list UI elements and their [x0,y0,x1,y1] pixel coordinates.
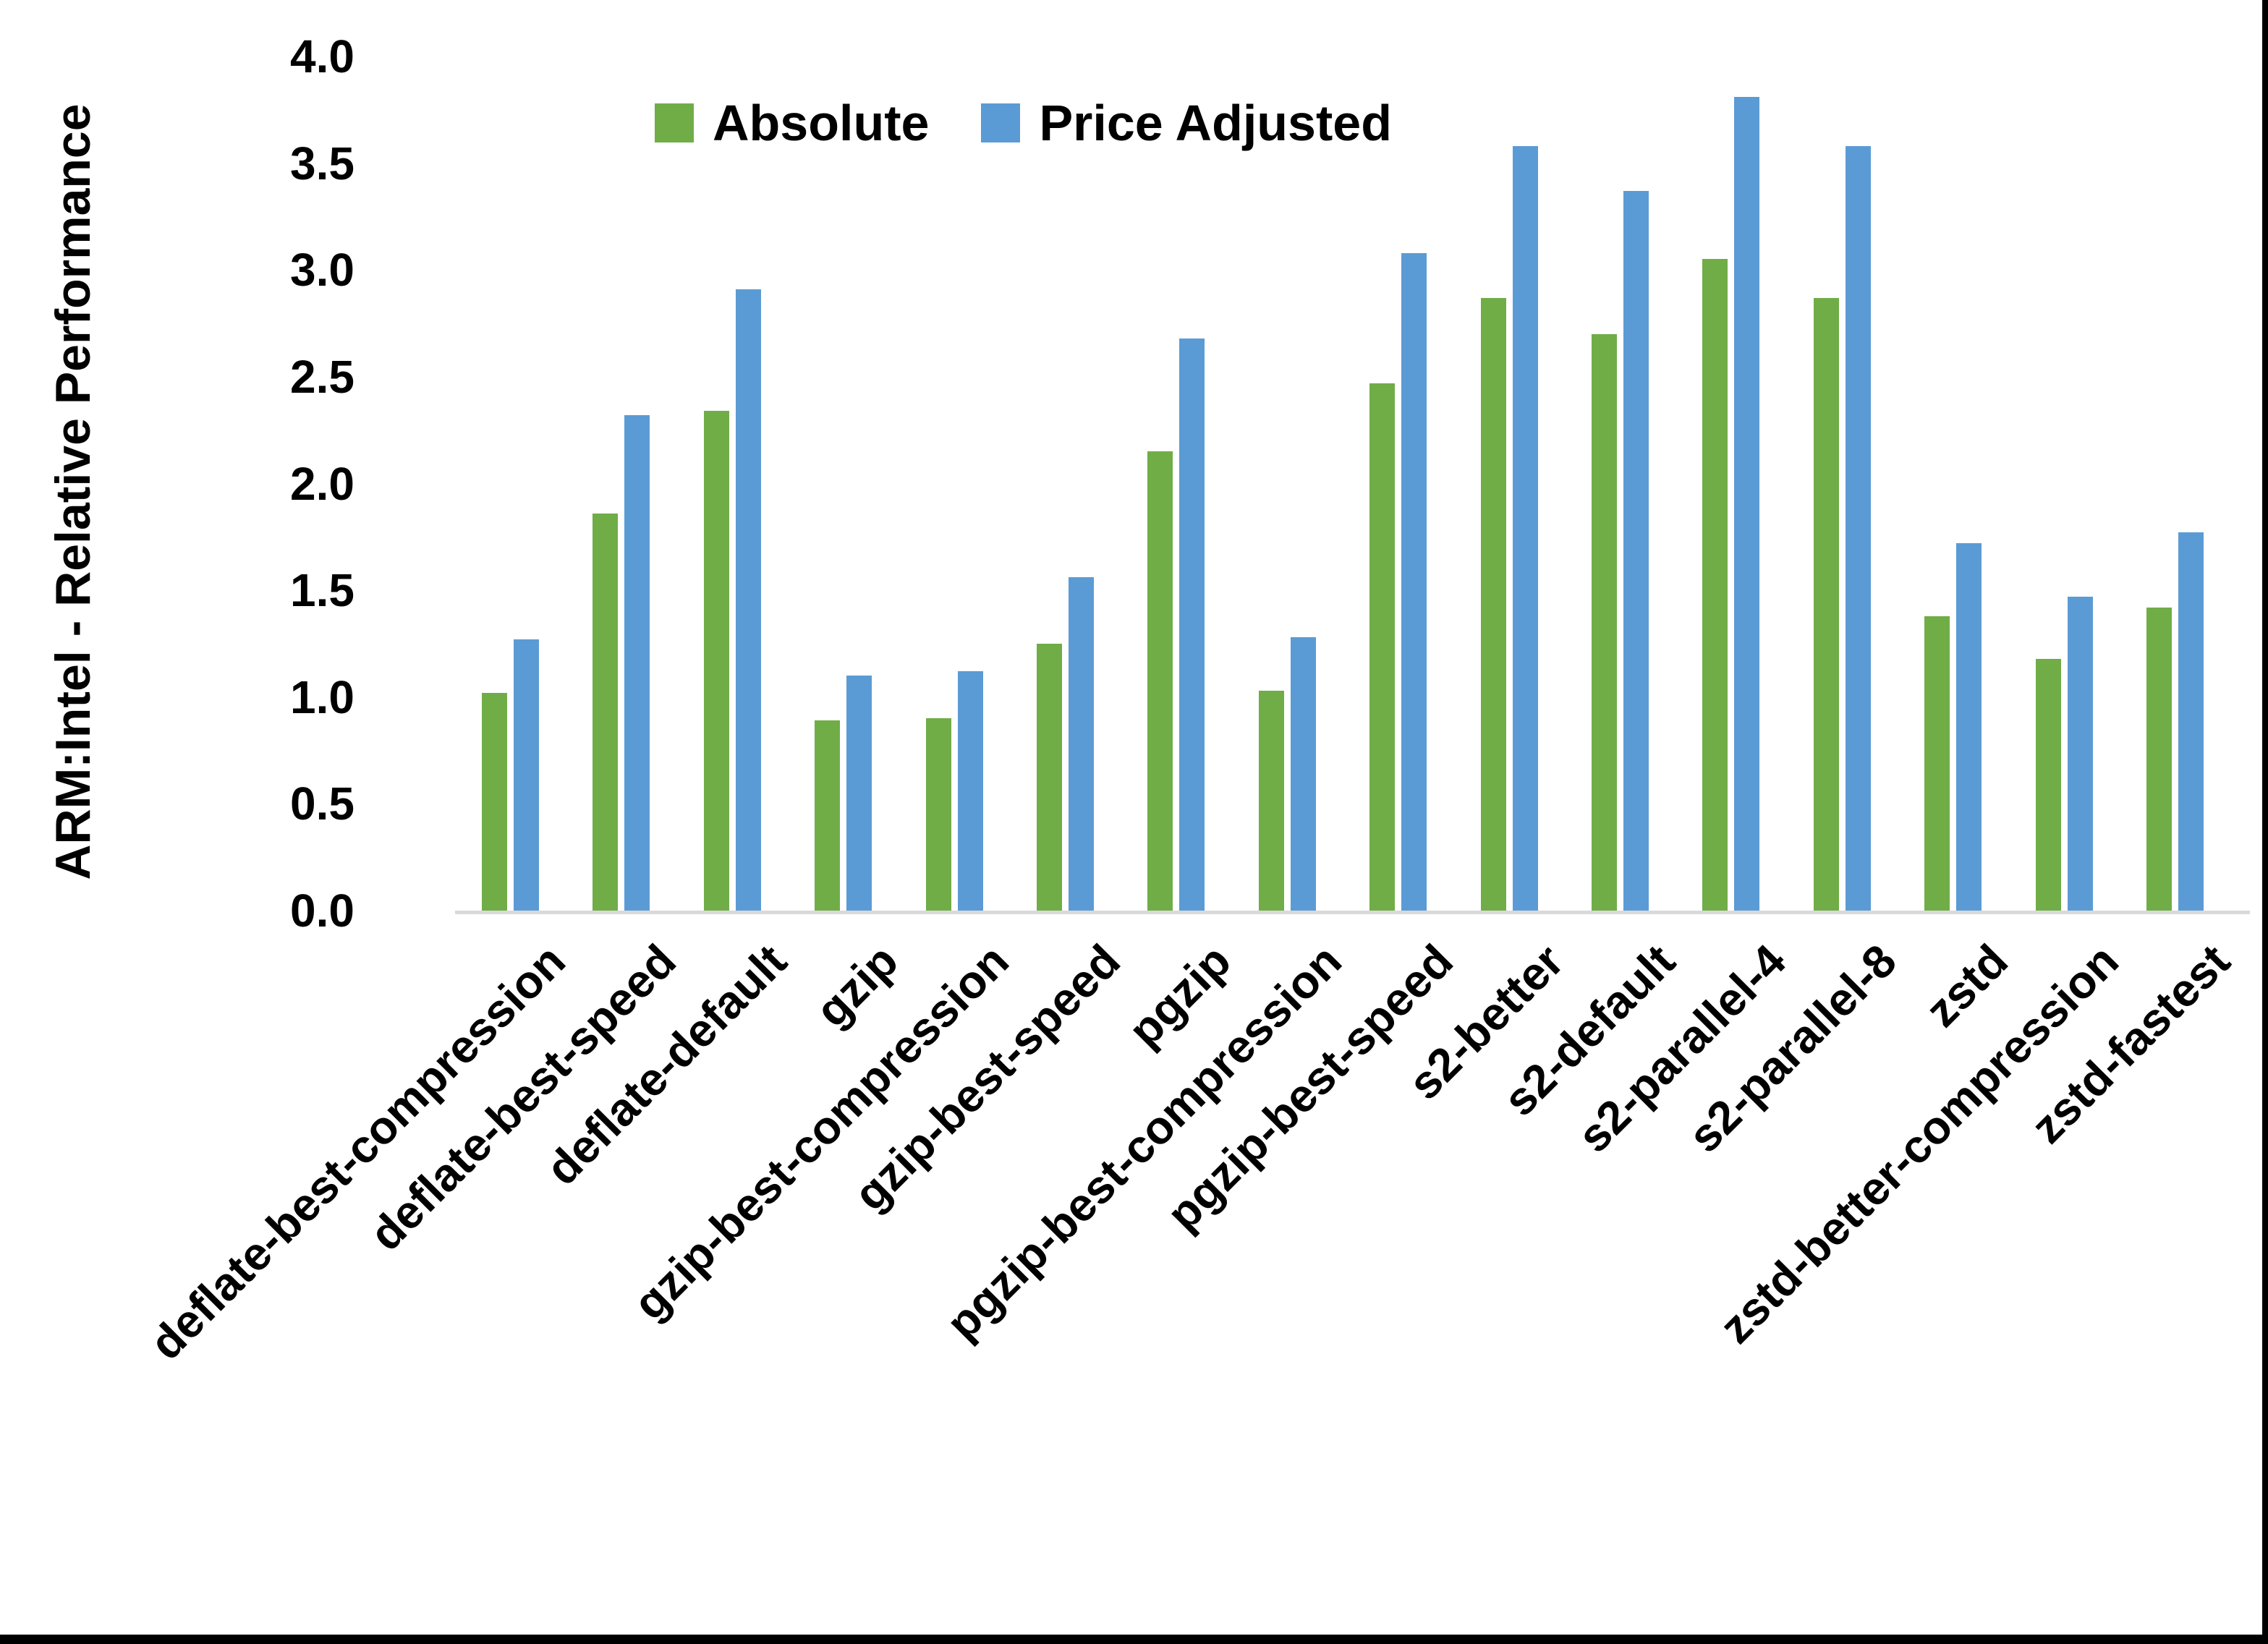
legend-swatch-price-adjusted [981,103,1021,142]
bar-price-adjusted-pgzip-best-compression [1291,637,1316,911]
screenshot-border-bottom [0,1635,2268,1644]
y-tick-label-2.5: 2.5 [290,350,354,403]
y-tick-label-4.0: 4.0 [290,30,354,82]
bar-absolute-s2-parallel-8 [1814,298,1839,911]
legend-label-price-adjusted: Price Adjusted [1039,95,1392,151]
legend-item-price-adjusted: Price Adjusted [981,94,1392,152]
bar-absolute-gzip-best-compression [926,718,951,911]
bar-price-adjusted-s2-better [1513,146,1538,911]
y-tick-label-3.5: 3.5 [290,137,354,189]
bar-price-adjusted-gzip-best-speed [1069,577,1094,911]
y-tick-label-1.5: 1.5 [290,564,354,617]
bar-absolute-deflate-default [704,411,729,911]
bar-absolute-zstd-fastest [2146,608,2172,911]
bar-absolute-pgzip-best-compression [1259,691,1284,911]
y-tick-label-0.0: 0.0 [290,885,354,937]
y-axis-title: ARM:Intel - Relative Performance [46,103,101,880]
bar-absolute-s2-better [1481,298,1506,911]
bar-price-adjusted-gzip [846,676,872,911]
bar-absolute-deflate-best-speed [593,514,618,911]
legend-label-absolute: Absolute [713,95,930,151]
bar-absolute-zstd [1924,616,1950,911]
bar-price-adjusted-pgzip [1179,338,1205,911]
legend-swatch-absolute [655,103,694,142]
bar-price-adjusted-s2-parallel-8 [1846,146,1871,911]
y-tick-label-0.5: 0.5 [290,778,354,830]
bar-absolute-pgzip [1147,451,1173,911]
y-tick-label-1.0: 1.0 [290,670,354,723]
bar-price-adjusted-s2-parallel-4 [1734,97,1759,911]
bar-price-adjusted-deflate-best-compression [514,639,539,911]
bar-absolute-deflate-best-compression [482,693,507,911]
bar-price-adjusted-pgzip-best-speed [1401,253,1427,911]
screenshot-border-right [2262,0,2268,1644]
legend: Absolute Price Adjusted [655,94,1392,152]
bar-price-adjusted-s2-default [1623,191,1649,911]
y-tick-label-2.0: 2.0 [290,457,354,510]
bar-price-adjusted-gzip-best-compression [958,671,983,911]
bar-price-adjusted-deflate-default [736,289,761,911]
bar-absolute-pgzip-best-speed [1369,383,1395,911]
bar-absolute-zstd-better-compression [2036,659,2061,911]
y-tick-label-3.0: 3.0 [290,244,354,297]
bar-price-adjusted-deflate-best-speed [624,415,650,911]
bar-absolute-s2-parallel-4 [1702,259,1728,911]
bar-price-adjusted-zstd [1956,543,1982,911]
bar-absolute-gzip [815,720,840,911]
x-axis-line [455,911,2250,914]
bar-price-adjusted-zstd-better-compression [2068,597,2093,911]
bar-absolute-s2-default [1592,334,1617,911]
bar-absolute-gzip-best-speed [1037,644,1062,911]
legend-item-absolute: Absolute [655,94,929,152]
bar-price-adjusted-zstd-fastest [2178,532,2204,911]
